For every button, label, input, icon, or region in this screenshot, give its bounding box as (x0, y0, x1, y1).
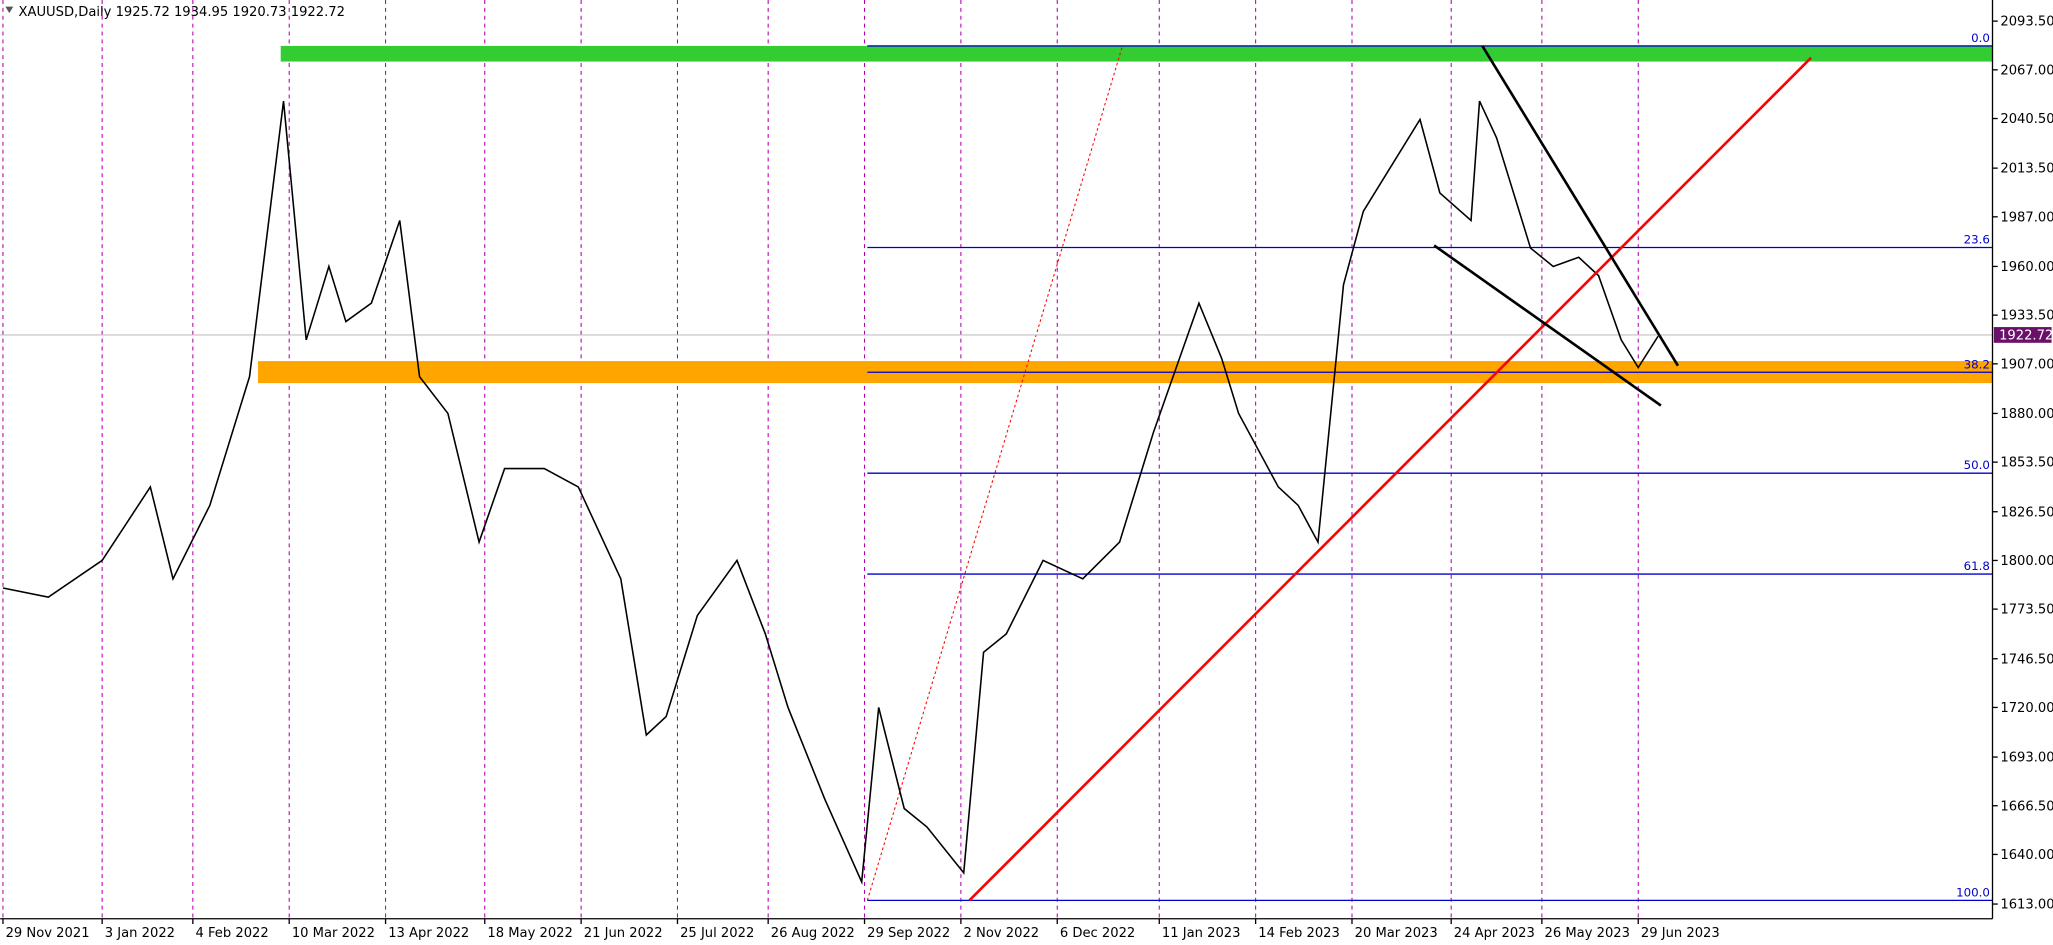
y-tick-label: 1640.00 (2000, 848, 2053, 863)
y-tick-label: 1907.00 (2000, 357, 2053, 372)
x-tick-label: 6 Dec 2022 (1060, 926, 1135, 941)
fib-level-label: 61.8 (1964, 559, 1990, 573)
x-tick-label: 25 Jul 2022 (680, 926, 754, 941)
low: 1920.73 (232, 5, 286, 20)
y-tick-label: 1987.00 (2000, 210, 2053, 225)
y-tick-label: 1853.50 (2000, 456, 2053, 471)
x-tick-label: 4 Feb 2022 (195, 926, 268, 941)
fib-level-label: 50.0 (1964, 458, 1990, 472)
x-tick-label: 3 Jan 2022 (105, 926, 175, 941)
fib-level-label: 0.0 (1971, 31, 1990, 45)
y-tick-label: 1666.50 (2000, 799, 2053, 814)
x-tick-label: 13 Apr 2022 (388, 926, 469, 941)
x-tick-label: 26 Aug 2022 (771, 926, 855, 941)
y-tick-label: 1613.00 (2000, 898, 2053, 913)
x-tick-label: 24 Apr 2023 (1454, 926, 1535, 941)
x-tick-label: 29 Jun 2023 (1641, 926, 1720, 941)
x-tick-label: 10 Mar 2022 (292, 926, 375, 941)
y-tick-label: 1960.00 (2000, 260, 2053, 275)
x-tick-label: 11 Jan 2023 (1162, 926, 1241, 941)
price-line (2, 100, 1659, 886)
fib-level-label: 38.2 (1964, 357, 1990, 371)
last-price-label: 1922.72 (1999, 329, 2053, 344)
header: XAUUSD,Daily 1925.72 1934.95 1920.73 192… (19, 5, 345, 20)
last-price-tag (1993, 327, 2052, 343)
x-tick-label: 14 Feb 2023 (1258, 926, 1340, 941)
high: 1934.95 (174, 5, 228, 20)
y-tick-label: 1693.00 (2000, 751, 2053, 766)
zone (280, 45, 1993, 62)
x-tick-label: 21 Jun 2022 (584, 926, 663, 941)
y-tick-label: 1720.00 (2000, 701, 2053, 716)
x-tick-label: 29 Nov 2021 (6, 926, 90, 941)
trendline (1481, 45, 1680, 367)
symbol-icon (5, 6, 14, 14)
y-tick-label: 1773.50 (2000, 603, 2053, 618)
x-tick-label: 29 Sep 2022 (867, 926, 950, 941)
fib-level-label: 23.6 (1964, 233, 1990, 247)
y-tick-label: 2040.50 (2000, 112, 2053, 127)
close: 1922.72 (291, 5, 345, 20)
trendline (1433, 244, 1662, 407)
fib-diagonal (866, 45, 1123, 901)
fib-level-label: 100.0 (1956, 885, 1990, 899)
y-tick-label: 1880.00 (2000, 407, 2053, 422)
y-tick-label: 2093.50 (2000, 15, 2053, 30)
y-tick-label: 1746.50 (2000, 652, 2053, 667)
x-tick-label: 20 Mar 2023 (1355, 926, 1438, 941)
y-tick-label: 1933.50 (2000, 309, 2053, 324)
trendline (968, 56, 1813, 902)
open: 1925.72 (116, 5, 170, 20)
y-tick-label: 1826.50 (2000, 505, 2053, 520)
x-tick-label: 18 May 2022 (487, 926, 572, 941)
y-tick-label: 2013.50 (2000, 162, 2053, 177)
symbol: XAUUSD,Daily (19, 5, 112, 20)
x-tick-label: 2 Nov 2022 (964, 926, 1040, 941)
y-tick-label: 1800.00 (2000, 554, 2053, 569)
y-tick-label: 2067.00 (2000, 63, 2053, 78)
x-tick-label: 26 May 2023 (1545, 926, 1630, 941)
